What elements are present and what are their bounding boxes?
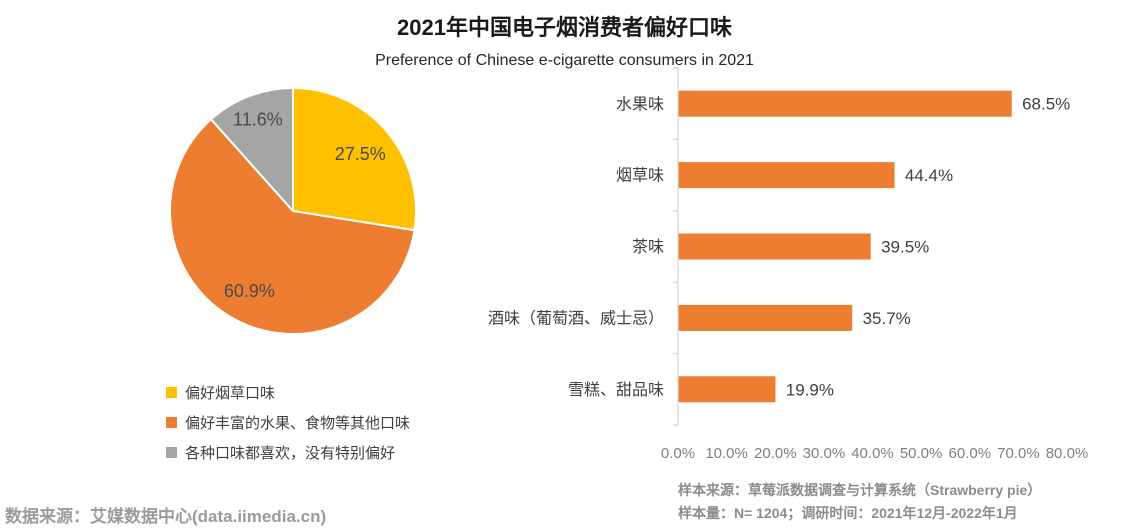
bar-category-label: 烟草味 — [616, 167, 664, 185]
sample-size-line: 样本量：N= 1204；调研时间：2021年12月-2022年1月 — [678, 505, 1018, 521]
bar-category-label: 水果味 — [616, 95, 664, 113]
bar — [678, 304, 853, 331]
legend-item: 偏好烟草口味 — [166, 377, 410, 407]
legend-label: 偏好丰富的水果、食物等其他口味 — [185, 414, 411, 432]
x-axis-tick-label: 0.0% — [661, 445, 695, 462]
bar-category-label: 雪糕、甜品味 — [568, 381, 664, 399]
pie-legend: 偏好烟草口味偏好丰富的水果、食物等其他口味 各种口味都喜欢，没有特别偏好 — [166, 377, 410, 467]
bar-value-label: 68.5% — [1022, 95, 1070, 114]
x-axis-tick-label: 30.0% — [803, 445, 846, 462]
pie-slice-label: 27.5% — [335, 144, 386, 164]
pie-slice — [292, 87, 417, 232]
pie-slice — [210, 87, 294, 212]
pie-chart: 27.5% 60.9% 11.6% — [169, 87, 417, 335]
chart-subtitle: Preference of Chinese e-cigarette consum… — [375, 52, 754, 69]
x-axis-tick-label: 70.0% — [997, 445, 1040, 462]
bar-value-label: 44.4% — [905, 166, 953, 185]
legend-label: 各种口味都喜欢，没有特别偏好 — [185, 444, 396, 462]
bar-category-label: 酒味（葡萄酒、威士忌） — [488, 310, 664, 328]
bar — [678, 376, 776, 403]
bar-value-label: 39.5% — [881, 237, 929, 256]
x-axis-tick-label: 20.0% — [754, 445, 797, 462]
sample-footnote: 样本来源：草莓派数据调查与计算系统（Strawberry pie） 样本量：N=… — [678, 479, 1041, 525]
x-axis-tick-label: 10.0% — [705, 445, 748, 462]
sample-source-line: 样本来源：草莓派数据调查与计算系统（Strawberry pie） — [678, 482, 1042, 498]
pie-slice-label: 11.6% — [233, 109, 283, 129]
legend-swatch-icon — [166, 446, 177, 458]
x-axis-tick-label: 80.0% — [1046, 445, 1089, 462]
bar-value-label: 35.7% — [863, 309, 911, 328]
legend-swatch-icon — [166, 416, 177, 428]
legend-swatch-icon — [166, 386, 177, 398]
x-axis-tick-label: 40.0% — [851, 445, 894, 462]
bar — [678, 162, 895, 189]
bar-chart: 水果味 68.5% 烟草味 44.4% 茶味 39.5% 酒味（葡萄酒、威士忌） 35.7% 雪… — [488, 67, 1089, 462]
bar — [678, 233, 871, 260]
x-axis-tick-label: 60.0% — [949, 445, 992, 462]
bar-category-label: 茶味 — [632, 238, 664, 256]
pie-slice — [169, 118, 416, 335]
data-source-footnote: 数据来源：艾媒数据中心(data.iimedia.cn) — [5, 507, 327, 526]
x-axis-tick-label: 50.0% — [900, 445, 943, 462]
bar-value-label: 19.9% — [786, 380, 834, 399]
pie-slice-label: 60.9% — [224, 281, 275, 301]
chart-title: 2021年中国电子烟消费者偏好口味 — [397, 15, 732, 40]
legend-item: 各种口味都喜欢，没有特别偏好 — [166, 437, 410, 467]
bar — [678, 90, 1012, 117]
legend-item: 偏好丰富的水果、食物等其他口味 — [166, 407, 410, 437]
legend-label: 偏好烟草口味 — [185, 384, 276, 402]
